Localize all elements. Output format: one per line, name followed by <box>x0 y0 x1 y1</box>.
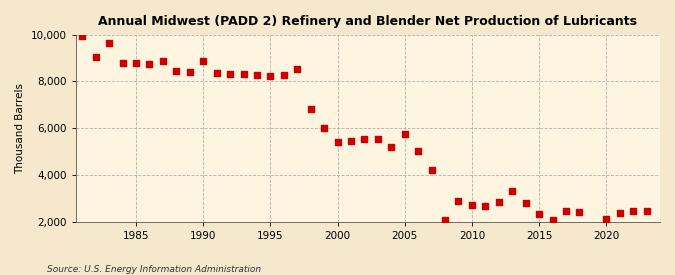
Point <box>426 168 437 172</box>
Point <box>305 107 316 111</box>
Point <box>466 203 477 208</box>
Point <box>507 189 518 193</box>
Point <box>292 67 302 72</box>
Point <box>587 241 598 246</box>
Point <box>560 209 571 214</box>
Point <box>493 200 504 204</box>
Point <box>628 209 639 213</box>
Point <box>400 132 410 136</box>
Point <box>480 204 491 208</box>
Point <box>346 139 356 143</box>
Point <box>614 211 625 215</box>
Point <box>90 55 101 59</box>
Point <box>265 74 276 79</box>
Point <box>144 62 155 66</box>
Point <box>359 136 370 141</box>
Point <box>104 41 115 45</box>
Point <box>278 73 289 78</box>
Y-axis label: Thousand Barrels: Thousand Barrels <box>15 83 25 174</box>
Point <box>117 61 128 65</box>
Point <box>386 145 397 150</box>
Point <box>534 211 545 216</box>
Point <box>332 140 343 144</box>
Point <box>641 209 652 213</box>
Point <box>184 70 195 74</box>
Point <box>211 70 222 75</box>
Point <box>413 149 424 153</box>
Point <box>373 137 383 142</box>
Point <box>198 59 209 63</box>
Text: Source: U.S. Energy Information Administration: Source: U.S. Energy Information Administ… <box>47 265 261 274</box>
Point <box>601 217 612 222</box>
Point <box>131 61 142 65</box>
Point <box>453 199 464 203</box>
Point <box>252 73 263 78</box>
Point <box>520 201 531 205</box>
Point <box>77 34 88 38</box>
Point <box>547 218 558 222</box>
Point <box>171 69 182 73</box>
Point <box>238 72 249 77</box>
Title: Annual Midwest (PADD 2) Refinery and Blender Net Production of Lubricants: Annual Midwest (PADD 2) Refinery and Ble… <box>99 15 637 28</box>
Point <box>319 126 329 130</box>
Point <box>574 210 585 214</box>
Point <box>157 59 168 63</box>
Point <box>225 71 236 76</box>
Point <box>439 218 450 222</box>
